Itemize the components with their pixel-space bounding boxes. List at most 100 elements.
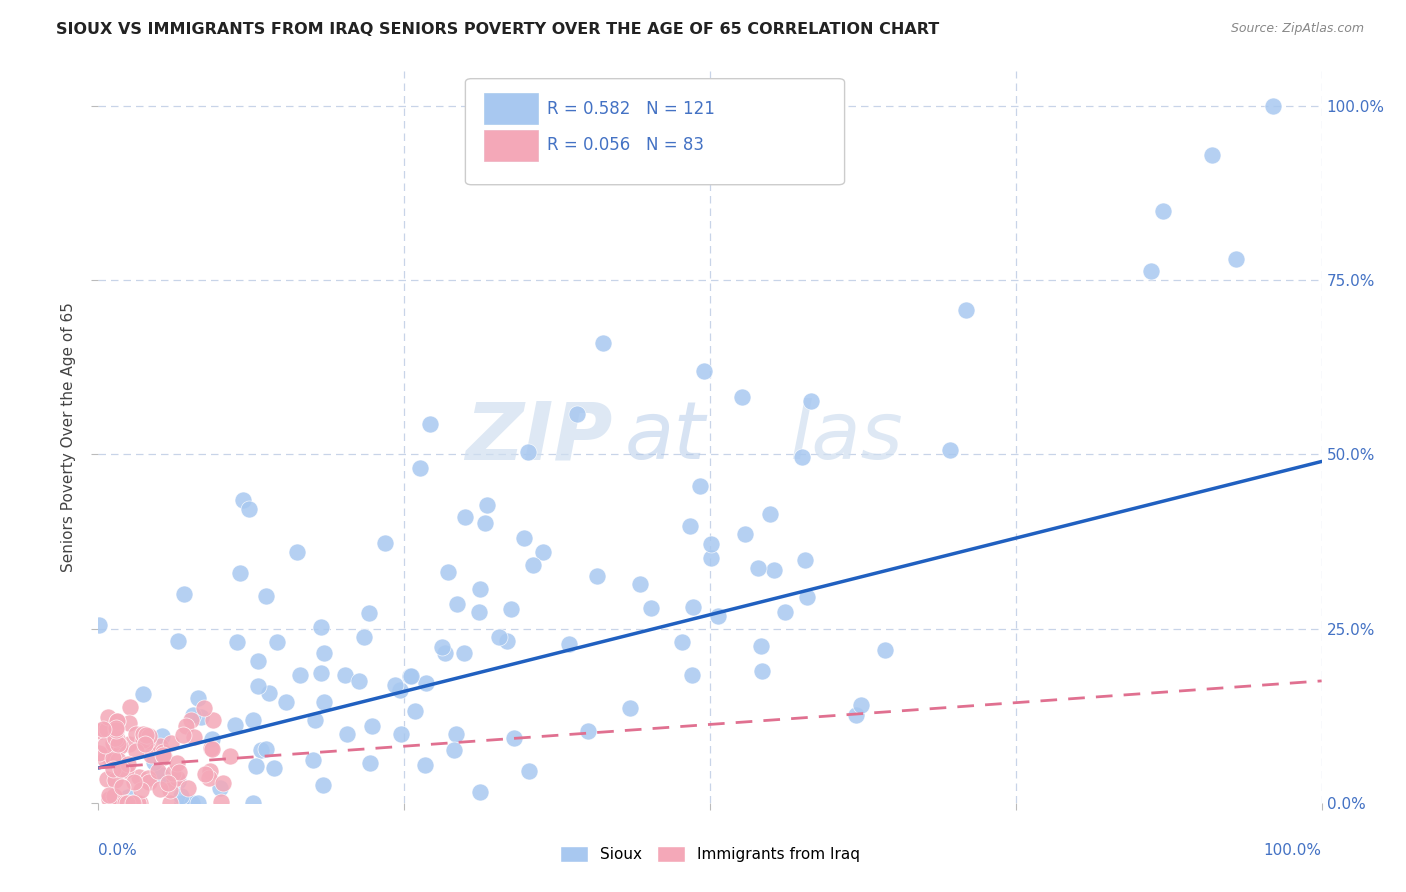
Point (470, 582, 492, 597)
Point (166, 771, 188, 785)
Point (707, 608, 730, 623)
Text: R = 0.056   N = 83: R = 0.056 N = 83 (547, 136, 704, 154)
Point (152, 748, 174, 763)
Point (304, 713, 326, 727)
Point (118, 737, 141, 751)
Point (758, 507, 780, 521)
Point (107, 737, 129, 751)
Point (302, 753, 325, 767)
Point (153, 750, 176, 764)
Point (488, 630, 510, 644)
Point (312, 779, 335, 793)
Point (94, 739, 117, 753)
Point (169, 789, 191, 804)
Point (129, 782, 152, 797)
Point (177, 796, 200, 810)
Point (114, 796, 136, 810)
Point (167, 634, 190, 648)
Point (121, 796, 143, 810)
Point (124, 775, 146, 789)
Point (682, 600, 704, 615)
Point (138, 775, 160, 789)
Point (359, 607, 381, 621)
Point (181, 796, 204, 810)
Point (132, 727, 155, 741)
Point (773, 605, 796, 619)
Point (681, 668, 703, 682)
Point (118, 715, 141, 730)
Point (96, 722, 118, 736)
Text: ZIP: ZIP (465, 398, 612, 476)
Point (763, 563, 786, 577)
Point (274, 695, 297, 709)
FancyBboxPatch shape (484, 94, 537, 124)
Point (105, 731, 128, 746)
Point (124, 727, 146, 741)
Point (107, 753, 129, 767)
Point (110, 762, 132, 776)
Point (309, 620, 332, 634)
Point (312, 646, 335, 660)
Point (522, 558, 544, 572)
Point (193, 701, 215, 715)
Point (201, 742, 224, 756)
Point (198, 771, 221, 785)
Point (219, 748, 242, 763)
Point (517, 444, 540, 458)
Point (436, 565, 458, 579)
Text: SIOUX VS IMMIGRANTS FROM IRAQ SENIORS POVERTY OVER THE AGE OF 65 CORRELATION CHA: SIOUX VS IMMIGRANTS FROM IRAQ SENIORS PO… (56, 22, 939, 37)
Point (128, 771, 150, 785)
Point (187, 796, 209, 810)
Point (139, 747, 162, 762)
Point (173, 587, 195, 601)
Point (502, 731, 524, 745)
Point (404, 704, 426, 718)
Point (531, 545, 554, 559)
Point (800, 394, 823, 409)
Point (415, 675, 437, 690)
Point (399, 668, 422, 682)
Point (845, 708, 868, 723)
Point (249, 743, 271, 757)
Point (679, 518, 702, 533)
Point (446, 597, 468, 611)
Point (115, 764, 138, 778)
Point (187, 691, 209, 706)
Point (242, 713, 264, 727)
Point (129, 796, 152, 810)
Point (454, 509, 477, 524)
Point (166, 756, 188, 770)
Point (209, 780, 232, 795)
Point (201, 732, 224, 747)
Point (353, 630, 375, 644)
Point (468, 605, 491, 619)
Point (254, 741, 277, 756)
Point (117, 796, 139, 810)
Point (671, 634, 693, 648)
Point (938, 443, 960, 458)
Point (576, 724, 599, 739)
Point (134, 737, 156, 751)
Point (257, 686, 280, 700)
Point (475, 498, 498, 512)
Text: Source: ZipAtlas.com: Source: ZipAtlas.com (1230, 22, 1364, 36)
Point (501, 602, 523, 616)
Point (101, 751, 124, 765)
Point (1225, 252, 1247, 267)
Point (180, 713, 202, 727)
Point (955, 302, 977, 317)
Point (415, 757, 437, 772)
Point (474, 516, 496, 530)
Point (247, 654, 270, 668)
Point (163, 772, 186, 786)
Point (309, 665, 332, 680)
Point (138, 730, 160, 744)
Point (586, 569, 609, 583)
Point (700, 550, 723, 565)
Point (198, 764, 221, 778)
Point (347, 673, 370, 688)
Point (496, 633, 519, 648)
Point (149, 739, 172, 754)
Point (117, 757, 139, 772)
Point (228, 566, 250, 580)
